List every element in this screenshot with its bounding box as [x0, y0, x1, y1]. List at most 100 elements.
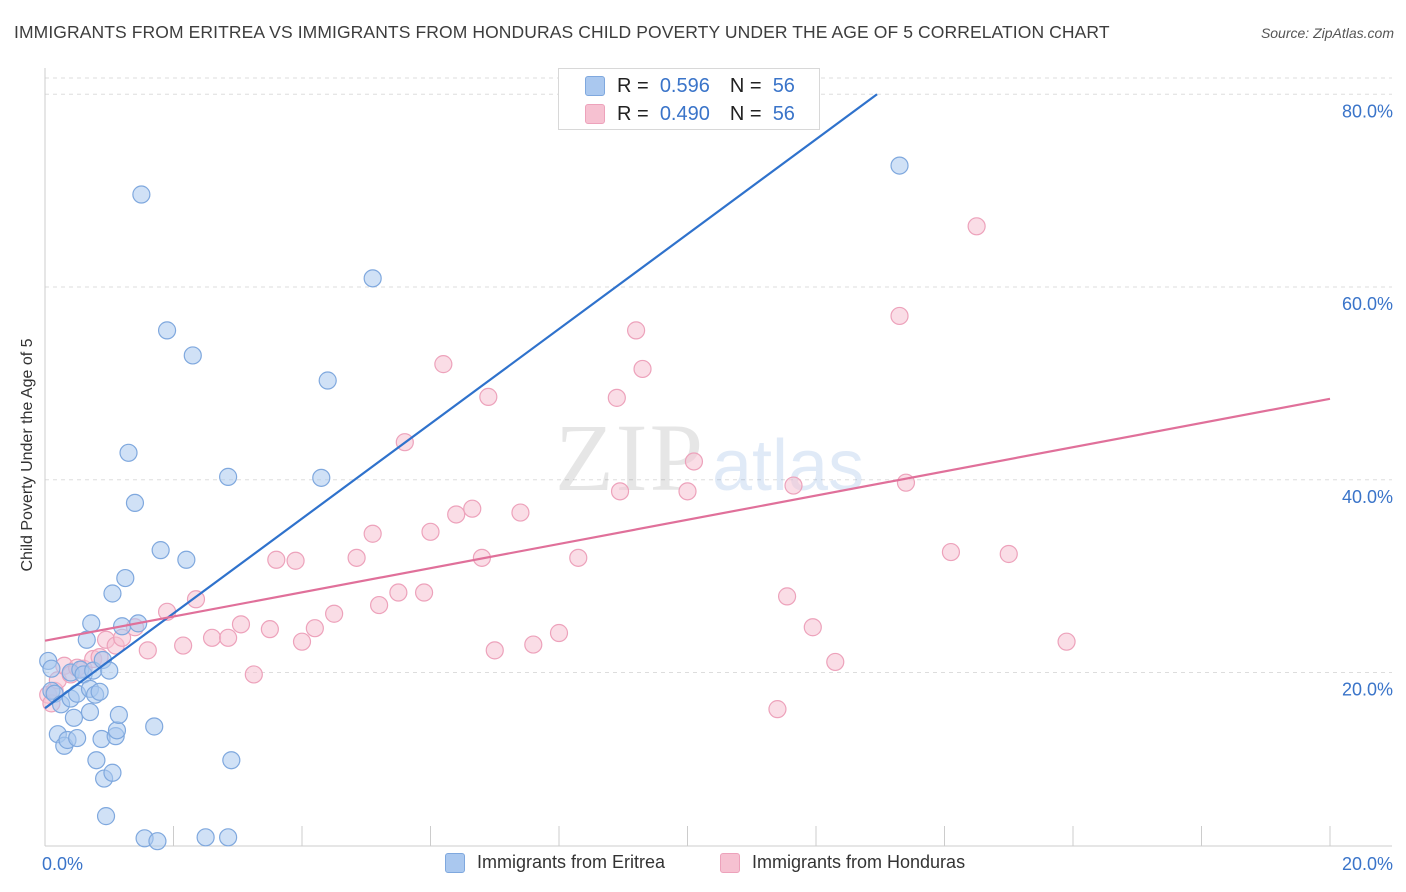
- legend-n-label: N =: [729, 74, 762, 97]
- point-honduras: [260, 620, 279, 639]
- point-honduras: [684, 452, 704, 471]
- point-eritrea: [151, 541, 170, 560]
- point-eritrea: [103, 584, 122, 603]
- y-tick-labels: 20.0% 40.0% 60.0% 80.0%: [1342, 101, 1393, 699]
- point-eritrea: [222, 751, 241, 770]
- point-eritrea: [890, 156, 909, 175]
- bottom-legend-honduras: Immigrants from Honduras: [720, 852, 965, 873]
- point-eritrea: [125, 493, 145, 513]
- x-tick-labels: 0.0% 20.0%: [42, 854, 1393, 874]
- point-honduras: [463, 499, 482, 518]
- point-honduras: [231, 615, 251, 634]
- y-tick-label: 60.0%: [1342, 294, 1393, 314]
- y-tick-label: 40.0%: [1342, 487, 1393, 507]
- point-eritrea: [64, 708, 84, 727]
- point-eritrea: [119, 443, 138, 462]
- point-eritrea: [132, 185, 151, 204]
- x-tick-label: 20.0%: [1342, 854, 1393, 874]
- point-eritrea: [219, 467, 238, 486]
- point-honduras: [633, 359, 652, 379]
- bottom-legend-eritrea: Immigrants from Eritrea: [445, 852, 665, 873]
- watermark-zip: ZIP: [555, 404, 705, 511]
- legend-swatch-eritrea: [585, 76, 605, 96]
- point-honduras: [305, 619, 324, 638]
- point-honduras: [999, 544, 1018, 564]
- point-eritrea: [116, 568, 135, 588]
- point-honduras: [244, 665, 263, 684]
- x-tick-label: 0.0%: [42, 854, 83, 874]
- point-honduras: [286, 551, 305, 570]
- legend-row-eritrea: R = 0.596 N = 56: [585, 73, 795, 99]
- point-honduras: [610, 482, 630, 501]
- y-tick-label: 20.0%: [1342, 680, 1393, 700]
- point-honduras: [389, 583, 408, 602]
- point-honduras: [292, 632, 312, 651]
- point-honduras: [186, 590, 206, 609]
- point-honduras: [569, 548, 588, 567]
- point-honduras: [347, 548, 366, 567]
- bottom-legend-swatch-honduras: [720, 852, 740, 873]
- legend-n-value: 56: [772, 102, 795, 125]
- point-honduras: [370, 595, 389, 615]
- legend-n-value: 56: [772, 74, 795, 97]
- correlation-legend: R = 0.596 N = 56 R = 0.490 N = 56: [558, 68, 820, 130]
- grid-lines: [45, 77, 1392, 674]
- point-eritrea: [90, 682, 109, 701]
- point-eritrea: [103, 763, 122, 782]
- point-eritrea: [219, 828, 238, 847]
- trendline-eritrea: [44, 93, 878, 710]
- point-eritrea: [96, 807, 116, 826]
- legend-r-value: 0.596: [659, 74, 710, 97]
- point-honduras: [777, 587, 797, 606]
- point-eritrea: [318, 371, 337, 390]
- point-honduras: [485, 641, 504, 660]
- point-honduras: [549, 623, 569, 643]
- point-honduras: [363, 524, 382, 543]
- point-honduras: [511, 503, 530, 522]
- source-label: Source: ZipAtlas.com: [1260, 25, 1394, 41]
- point-eritrea: [312, 468, 331, 487]
- point-honduras: [784, 476, 803, 495]
- point-eritrea: [145, 717, 164, 736]
- bottom-legend-swatch-eritrea: [445, 852, 465, 873]
- point-honduras: [890, 306, 909, 326]
- point-honduras: [414, 583, 434, 602]
- point-honduras: [479, 387, 498, 406]
- point-eritrea: [363, 269, 382, 288]
- point-eritrea: [157, 321, 177, 340]
- point-honduras: [174, 636, 193, 655]
- legend-n-label: N =: [729, 102, 762, 125]
- point-honduras: [421, 522, 440, 541]
- axes: [44, 68, 1392, 847]
- watermark-atlas: atlas: [712, 426, 864, 506]
- chart-title: IMMIGRANTS FROM ERITREA VS IMMIGRANTS FR…: [14, 22, 1110, 42]
- legend-r-label: R =: [617, 102, 649, 125]
- point-eritrea: [42, 659, 61, 678]
- point-honduras: [219, 628, 238, 647]
- bottom-legend-label-eritrea: Immigrants from Eritrea: [477, 852, 666, 872]
- point-honduras: [941, 542, 961, 562]
- trendlines: [44, 93, 1331, 710]
- point-honduras: [826, 652, 845, 672]
- trendline-honduras: [44, 397, 1331, 642]
- legend-swatch-honduras: [585, 104, 605, 124]
- point-honduras: [524, 635, 543, 654]
- legend-row-honduras: R = 0.490 N = 56: [585, 101, 795, 127]
- point-eritrea: [183, 346, 202, 365]
- legend-r-value: 0.490: [659, 102, 710, 125]
- point-eritrea: [87, 751, 106, 770]
- point-honduras: [267, 550, 286, 569]
- point-honduras: [447, 505, 466, 524]
- point-honduras: [607, 388, 626, 407]
- point-eritrea: [196, 828, 215, 847]
- y-tick-label: 80.0%: [1342, 101, 1393, 121]
- point-eritrea: [109, 705, 128, 725]
- y-axis-label: Child Poverty Under the Age of 5: [19, 338, 36, 572]
- series-honduras: [39, 217, 1076, 719]
- point-eritrea: [80, 702, 100, 722]
- point-honduras: [434, 355, 453, 374]
- point-honduras: [967, 217, 986, 236]
- bottom-legend-label-honduras: Immigrants from Honduras: [752, 852, 966, 872]
- point-honduras: [1057, 632, 1076, 651]
- point-eritrea: [68, 728, 87, 748]
